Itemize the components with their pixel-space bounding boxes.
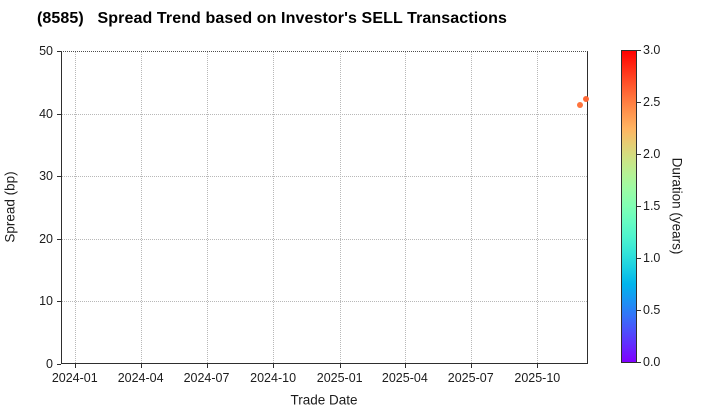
colorbar-tick-mark: [637, 102, 641, 103]
colorbar-tick-mark: [637, 362, 641, 363]
x-tick-mark: [273, 364, 275, 368]
x-tick-mark: [339, 364, 341, 368]
y-tick-mark: [57, 113, 61, 115]
x-tick-mark: [140, 364, 142, 368]
y-tick-label: 40: [39, 106, 53, 121]
y-tick-label: 20: [39, 231, 53, 246]
x-tick-mark: [206, 364, 208, 368]
chart-title: (8585) Spread Trend based on Investor's …: [37, 10, 508, 27]
x-tick-label: 2024-01: [51, 371, 98, 385]
colorbar-tick-mark: [637, 206, 641, 207]
data-point: [583, 95, 590, 102]
colorbar-tick-label: 3.0: [643, 43, 661, 57]
colorbar-tick-label: 0.5: [643, 303, 661, 317]
x-tick-label: 2025-10: [514, 371, 561, 385]
x-tick-label: 2025-01: [316, 371, 363, 385]
x-tick-label: 2025-04: [381, 371, 428, 385]
colorbar-tick-label: 2.5: [643, 95, 661, 109]
y-tick-mark: [57, 301, 61, 303]
x-tick-mark: [470, 364, 472, 368]
x-tick-label: 2024-07: [183, 371, 230, 385]
colorbar-tick-mark: [637, 310, 641, 311]
vertical-gridline: [537, 52, 539, 363]
x-axis-label: Trade Date: [290, 392, 358, 408]
colorbar-tick-mark: [637, 154, 641, 155]
colorbar-tick-label: 1.5: [643, 199, 661, 213]
x-tick-mark: [404, 364, 406, 368]
horizontal-gridline: [62, 113, 587, 115]
colorbar: [621, 50, 637, 363]
colorbar-tick-mark: [637, 258, 641, 259]
vertical-gridline: [273, 52, 275, 363]
y-tick-label: 10: [39, 294, 53, 309]
colorbar-tick-label: 2.0: [643, 147, 661, 161]
x-tick-mark: [537, 364, 539, 368]
y-tick-mark: [57, 51, 61, 52]
vertical-gridline: [140, 52, 142, 363]
colorbar-tick-mark: [637, 50, 641, 51]
horizontal-gridline: [62, 238, 587, 240]
horizontal-gridline: [62, 176, 587, 178]
x-tick-label: 2025-07: [447, 371, 494, 385]
horizontal-gridline: [62, 301, 587, 303]
vertical-gridline: [339, 52, 341, 363]
vertical-gridline: [206, 52, 208, 363]
vertical-gridline: [404, 52, 406, 363]
y-tick-mark: [57, 364, 61, 365]
y-tick-mark: [57, 238, 61, 240]
x-tick-label: 2024-10: [250, 371, 297, 385]
y-tick-label: 30: [39, 169, 53, 184]
y-tick-label: 50: [39, 44, 53, 58]
vertical-gridline: [470, 52, 472, 363]
colorbar-tick-label: 0.0: [643, 355, 661, 369]
x-tick-label: 2024-04: [117, 371, 164, 385]
plot-area: [61, 51, 590, 364]
data-point: [577, 102, 584, 109]
colorbar-tick-label: 1.0: [643, 251, 661, 265]
y-tick-mark: [57, 176, 61, 178]
vertical-gridline: [74, 52, 76, 363]
x-tick-mark: [74, 364, 76, 368]
y-tick-label: 0: [46, 357, 53, 371]
